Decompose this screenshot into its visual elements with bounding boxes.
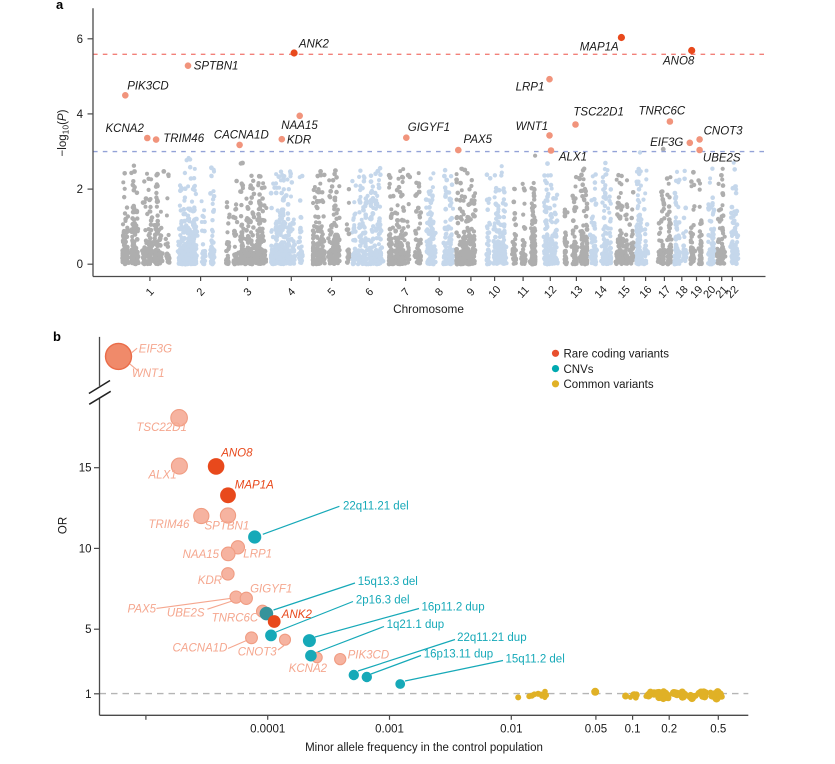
svg-text:0: 0	[77, 259, 83, 271]
svg-text:4: 4	[77, 109, 84, 121]
svg-text:6: 6	[77, 34, 83, 46]
svg-text:2: 2	[77, 184, 83, 196]
